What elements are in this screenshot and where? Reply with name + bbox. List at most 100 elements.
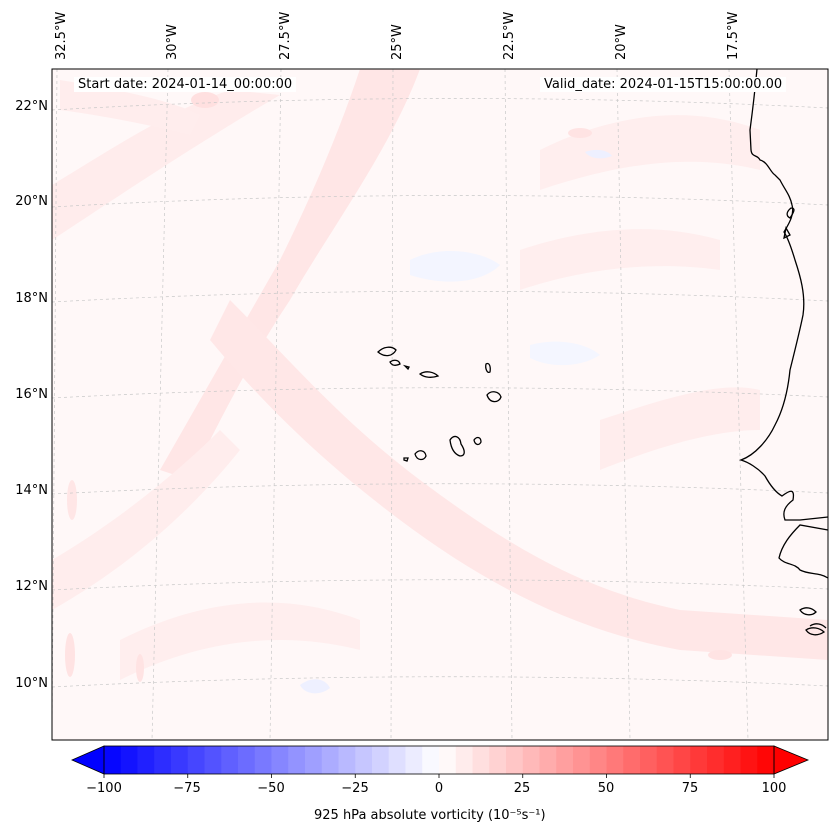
colorbar-segment [187, 746, 205, 774]
colorbar-segment [137, 746, 155, 774]
meridian-30w [151, 68, 169, 741]
coastline-inlet-2 [786, 207, 795, 219]
graticule [51, 68, 829, 741]
island-santo-antao [377, 346, 397, 357]
vorticity-band-pos-3 [210, 300, 828, 660]
colorbar-tick-label: 50 [597, 781, 615, 796]
parallel-16n [51, 387, 829, 399]
colorbar-segments [104, 746, 775, 774]
colorbar-extend-min-arrow [71, 745, 105, 775]
vorticity-band-pos-7 [600, 387, 760, 470]
map-panel[interactable] [51, 68, 829, 741]
lon-label-20w: 20°W [614, 24, 629, 60]
vorticity-patch-neg-1 [410, 250, 500, 282]
colorbar-segment [707, 746, 725, 774]
colorbar-segment [757, 746, 775, 774]
colorbar-tick-label: −75 [173, 781, 201, 796]
colorbar-segment [238, 746, 256, 774]
lon-label-25w: 25°W [390, 24, 405, 60]
colorbar-segment [606, 746, 624, 774]
colorbar-segment [305, 746, 323, 774]
lat-label-14n: 14°N [15, 483, 48, 498]
africa-coastline-south [778, 524, 829, 579]
parallel-18n [51, 290, 829, 303]
colorbar-segment [690, 746, 708, 774]
colorbar-segment [321, 746, 339, 774]
start-date-label: Start date: 2024-01-14_00:00:00 [74, 77, 297, 92]
vorticity-band-pos-6 [520, 229, 720, 290]
meridian-20w [616, 68, 631, 741]
colorbar-segment [422, 746, 440, 774]
colorbar-segment [723, 746, 741, 774]
colorbar-segment [589, 746, 607, 774]
colorbar-segment [372, 746, 390, 774]
parallel-12n [51, 579, 829, 591]
colorbar-segment [405, 746, 423, 774]
vorticity-band-pos-5 [540, 115, 760, 190]
vorticity-spot-pos-1 [65, 633, 75, 677]
colorbar-segment [154, 746, 172, 774]
meridian-25w [390, 68, 394, 741]
lat-label-12n: 12°N [15, 579, 48, 594]
colorbar-segment [573, 746, 591, 774]
lon-label-22-5w: 22.5°W [502, 11, 517, 60]
vorticity-spot-pos-4 [191, 92, 219, 108]
vorticity-band-pos-4 [52, 430, 240, 610]
lon-label-32-5w: 32.5°W [54, 11, 69, 60]
colorbar-tick-label: 75 [681, 781, 699, 796]
colorbar-segment [556, 746, 574, 774]
colorbar-segment [439, 746, 457, 774]
colorbar-segment [506, 746, 524, 774]
island-brava [403, 457, 409, 462]
colorbar-tick-label: −100 [86, 781, 122, 796]
island-sao-vicente [389, 359, 401, 366]
colorbar-segment [355, 746, 373, 774]
vorticity-patch-neg-3 [300, 679, 330, 694]
parallel-22n [51, 98, 829, 111]
lat-label-20n: 20°N [15, 194, 48, 209]
colorbar-segment [673, 746, 691, 774]
colorbar-tick-label: −25 [341, 781, 369, 796]
colorbar-segment [104, 746, 122, 774]
colorbar-segment [120, 746, 138, 774]
vorticity-band-pos-9 [60, 80, 200, 135]
colorbar-segment [522, 746, 540, 774]
colorbar-tick-label: 100 [761, 781, 787, 796]
colorbar-segment [623, 746, 641, 774]
lat-label-16n: 16°N [15, 387, 48, 402]
island-fogo [414, 450, 427, 461]
colorbar-label: 925 hPa absolute vorticity (10⁻⁵s⁻¹) [314, 808, 546, 823]
colorbar-segment [539, 746, 557, 774]
colorbar-segment [271, 746, 289, 774]
colorbar-segment [254, 746, 272, 774]
vorticity-patch-neg-4 [585, 149, 612, 159]
island-maio [473, 436, 482, 446]
colorbar-segment [221, 746, 239, 774]
colorbar [71, 745, 810, 778]
colorbar-extend-max-arrow [773, 745, 810, 775]
colorbar-segment [472, 746, 490, 774]
colorbar-tick-label: 0 [434, 781, 444, 796]
map-frame [51, 68, 829, 741]
vorticity-spot-pos-5 [568, 128, 592, 138]
colorbar-segment [171, 746, 189, 774]
island-santiago [449, 435, 465, 457]
guinea-bissau-islands [799, 607, 827, 636]
meridian-27-5w [269, 68, 282, 741]
island-sal [485, 362, 491, 374]
lon-label-30w: 30°W [165, 24, 180, 60]
coastlines [377, 68, 829, 636]
africa-coastline [738, 68, 829, 521]
meridian-17-5w [728, 68, 749, 741]
vorticity-patch-neg-2 [530, 341, 600, 366]
colorbar-tick-marks [103, 774, 775, 778]
vorticity-spot-pos-3 [67, 480, 77, 520]
valid-date-label: Valid_date: 2024-01-15T15:00:00.00 [540, 77, 787, 92]
vorticity-spot-pos-2 [136, 654, 144, 682]
vorticity-band-pos-2 [160, 69, 420, 480]
colorbar-segment [388, 746, 406, 774]
colorbar-segment [640, 746, 658, 774]
colorbar-segment [288, 746, 306, 774]
colorbar-segment [204, 746, 222, 774]
